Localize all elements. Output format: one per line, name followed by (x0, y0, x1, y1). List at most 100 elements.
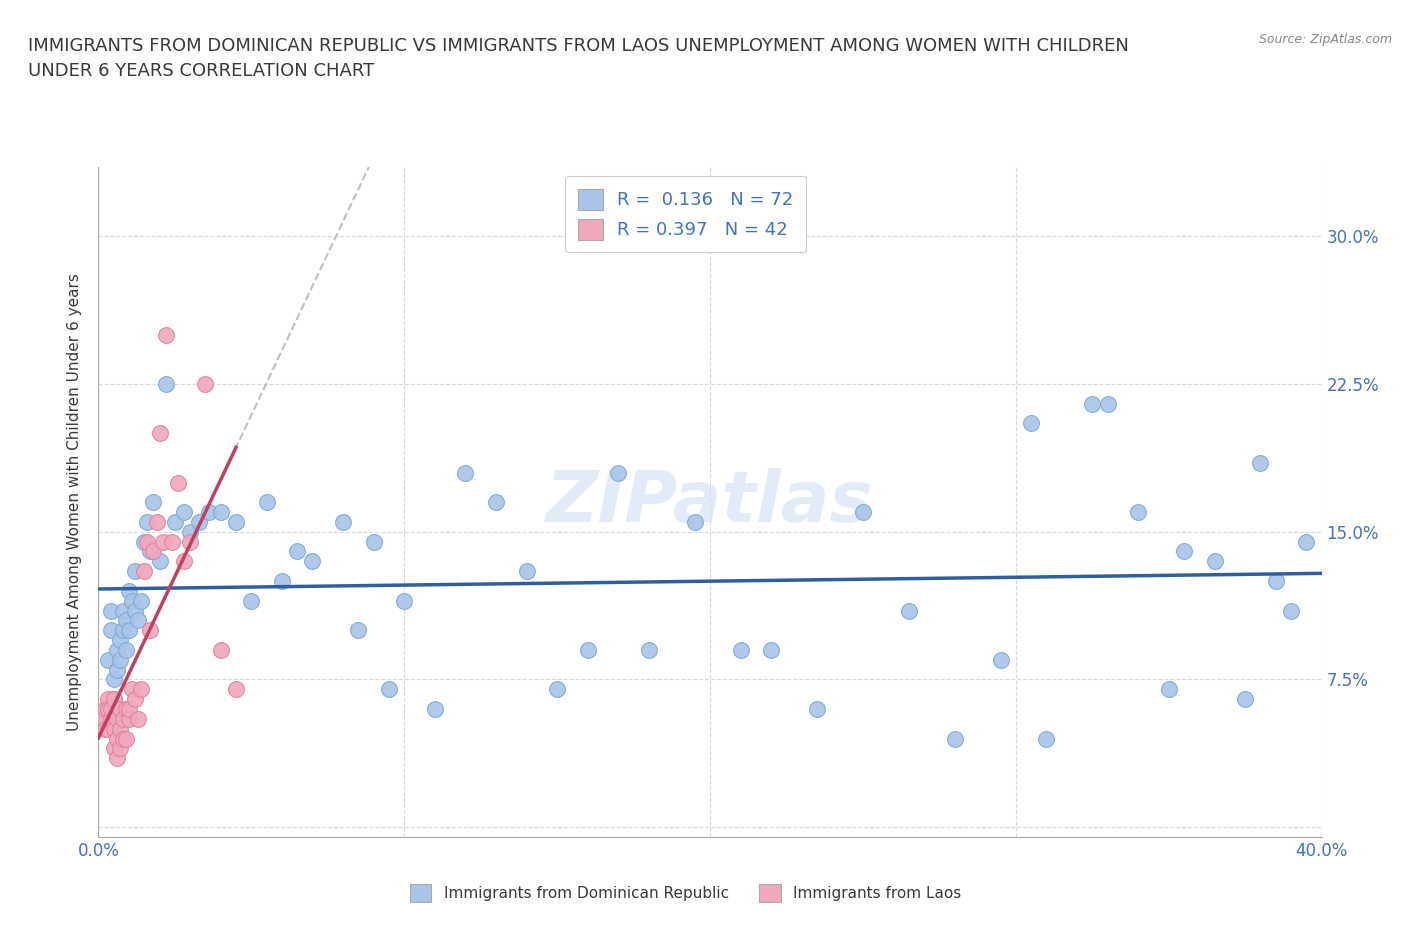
Point (142, 495, 165, 510)
Point (270, 574, 292, 589)
Point (90, 711, 112, 726)
Point (173, 554, 195, 569)
Point (1295, 534, 1317, 549)
Point (103, 741, 125, 756)
Legend: Immigrants from Dominican Republic, Immigrants from Laos: Immigrants from Dominican Republic, Immi… (402, 877, 969, 910)
Point (1173, 544, 1195, 559)
Y-axis label: Unemployment Among Women with Children Under 6 years: Unemployment Among Women with Children U… (67, 273, 83, 731)
Point (943, 731, 966, 746)
Point (1019, 416, 1042, 431)
Point (121, 593, 143, 608)
Point (607, 465, 630, 480)
Point (139, 544, 162, 559)
Point (194, 377, 217, 392)
Point (118, 623, 141, 638)
Point (136, 514, 159, 529)
Point (124, 692, 146, 707)
Point (485, 495, 508, 510)
Point (423, 701, 446, 716)
Point (454, 465, 477, 480)
Point (127, 711, 149, 726)
Point (179, 525, 201, 539)
Point (129, 593, 152, 608)
Point (1157, 682, 1180, 697)
Point (97, 692, 120, 707)
Point (1035, 731, 1057, 746)
Point (108, 701, 131, 716)
Point (118, 701, 141, 716)
Point (115, 701, 138, 716)
Point (378, 682, 401, 697)
Point (105, 662, 128, 677)
Point (155, 377, 177, 392)
Point (93, 701, 115, 716)
Point (134, 534, 156, 549)
Point (134, 564, 156, 578)
Point (149, 426, 172, 441)
Point (100, 701, 122, 716)
Point (1204, 554, 1226, 569)
Point (149, 554, 172, 569)
Point (225, 514, 247, 529)
Point (103, 692, 125, 707)
Point (111, 711, 134, 726)
Point (108, 652, 131, 667)
Point (145, 514, 167, 529)
Text: IMMIGRANTS FROM DOMINICAN REPUBLIC VS IMMIGRANTS FROM LAOS UNEMPLOYMENT AMONG WO: IMMIGRANTS FROM DOMINICAN REPUBLIC VS IM… (28, 37, 1129, 80)
Point (105, 751, 128, 765)
Point (118, 583, 141, 598)
Point (129, 682, 152, 697)
Point (1264, 574, 1286, 589)
Point (108, 722, 131, 737)
Point (97, 701, 120, 716)
Point (285, 544, 308, 559)
Point (637, 643, 661, 658)
Point (118, 711, 141, 726)
Text: Source: ZipAtlas.com: Source: ZipAtlas.com (1258, 33, 1392, 46)
Point (173, 505, 195, 520)
Point (516, 564, 538, 578)
Point (103, 692, 125, 707)
Point (1279, 603, 1302, 618)
Text: ZIPatlas: ZIPatlas (547, 468, 873, 537)
Point (103, 672, 125, 687)
Point (363, 534, 385, 549)
Point (115, 643, 138, 658)
Point (546, 682, 568, 697)
Point (121, 682, 143, 697)
Point (152, 534, 174, 549)
Point (209, 505, 232, 520)
Point (852, 505, 875, 520)
Point (108, 632, 131, 647)
Point (93, 722, 115, 737)
Point (347, 623, 370, 638)
Point (155, 327, 177, 342)
Point (1128, 505, 1150, 520)
Point (124, 603, 146, 618)
Point (139, 623, 162, 638)
Point (115, 613, 138, 628)
Point (105, 643, 128, 658)
Point (100, 603, 122, 618)
Point (160, 534, 183, 549)
Point (111, 731, 134, 746)
Point (111, 603, 134, 618)
Point (105, 711, 128, 726)
Point (730, 643, 752, 658)
Point (392, 593, 416, 608)
Point (256, 495, 278, 510)
Point (990, 652, 1012, 667)
Point (163, 514, 186, 529)
Point (179, 534, 201, 549)
Point (759, 643, 782, 658)
Point (1249, 456, 1271, 471)
Point (197, 505, 219, 520)
Point (1234, 692, 1257, 707)
Point (576, 643, 599, 658)
Point (167, 475, 190, 490)
Point (97, 722, 120, 737)
Point (103, 722, 125, 737)
Point (127, 613, 149, 628)
Point (209, 643, 232, 658)
Point (301, 554, 323, 569)
